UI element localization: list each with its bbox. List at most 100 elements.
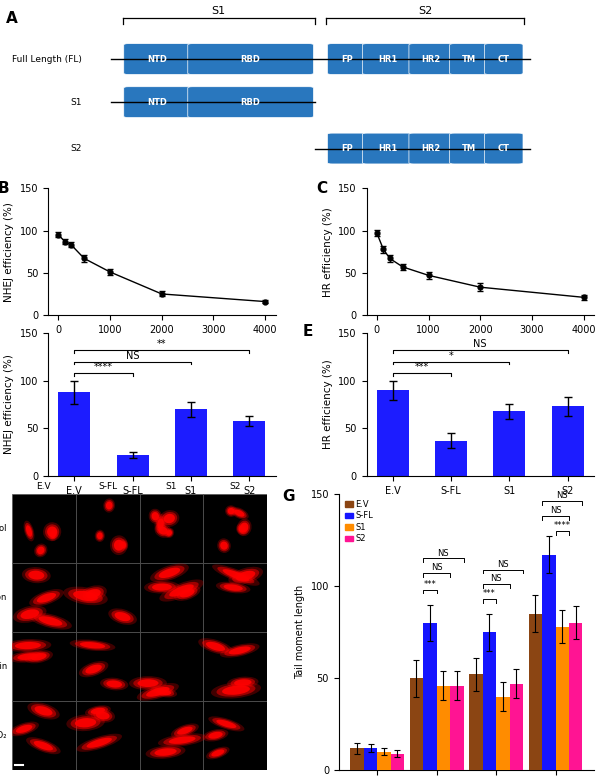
Bar xyxy=(76,701,140,770)
Ellipse shape xyxy=(20,609,39,619)
Ellipse shape xyxy=(103,679,125,689)
FancyBboxPatch shape xyxy=(328,133,366,164)
Text: NS: NS xyxy=(497,559,509,569)
Ellipse shape xyxy=(230,678,255,687)
Ellipse shape xyxy=(152,512,159,520)
Ellipse shape xyxy=(220,643,260,657)
Ellipse shape xyxy=(166,529,173,537)
Ellipse shape xyxy=(106,502,112,510)
Y-axis label: NHEJ efficiency (%): NHEJ efficiency (%) xyxy=(4,355,14,454)
Bar xyxy=(140,563,203,632)
Ellipse shape xyxy=(129,676,167,690)
Ellipse shape xyxy=(45,524,59,539)
Text: B: B xyxy=(0,180,10,196)
Text: RBD: RBD xyxy=(241,54,260,64)
Text: FP: FP xyxy=(341,144,353,153)
Ellipse shape xyxy=(149,509,162,524)
Ellipse shape xyxy=(37,547,44,554)
Text: NS: NS xyxy=(431,563,442,573)
Ellipse shape xyxy=(82,663,105,675)
Ellipse shape xyxy=(80,585,107,602)
Ellipse shape xyxy=(202,640,229,653)
Ellipse shape xyxy=(236,571,255,581)
Ellipse shape xyxy=(152,584,172,591)
Ellipse shape xyxy=(71,717,100,729)
Bar xyxy=(496,696,509,770)
Ellipse shape xyxy=(150,747,181,757)
Text: CT: CT xyxy=(498,54,510,64)
Bar xyxy=(175,409,207,476)
Y-axis label: NHEJ efficiency (%): NHEJ efficiency (%) xyxy=(4,202,14,302)
Ellipse shape xyxy=(16,725,32,733)
Ellipse shape xyxy=(212,564,260,586)
Ellipse shape xyxy=(230,507,249,520)
Ellipse shape xyxy=(86,738,112,748)
Ellipse shape xyxy=(236,524,248,535)
Ellipse shape xyxy=(157,525,170,536)
Ellipse shape xyxy=(238,524,247,534)
Ellipse shape xyxy=(97,532,103,539)
Text: G: G xyxy=(283,489,295,503)
Ellipse shape xyxy=(180,589,194,598)
Ellipse shape xyxy=(85,706,111,717)
X-axis label: S-FL (ng): S-FL (ng) xyxy=(139,340,185,350)
Ellipse shape xyxy=(133,678,163,689)
Ellipse shape xyxy=(73,591,98,601)
Text: HR2: HR2 xyxy=(421,144,440,153)
Ellipse shape xyxy=(217,567,254,584)
Ellipse shape xyxy=(91,708,115,723)
Ellipse shape xyxy=(137,683,179,701)
Ellipse shape xyxy=(112,610,134,623)
Ellipse shape xyxy=(169,736,196,744)
Ellipse shape xyxy=(47,527,57,537)
Text: Control: Control xyxy=(0,524,7,533)
Ellipse shape xyxy=(34,615,67,628)
Ellipse shape xyxy=(17,654,38,660)
Ellipse shape xyxy=(220,583,247,592)
Text: S1: S1 xyxy=(70,97,82,107)
Ellipse shape xyxy=(169,584,194,597)
Ellipse shape xyxy=(28,652,50,662)
Ellipse shape xyxy=(43,522,61,541)
Ellipse shape xyxy=(211,749,224,756)
Bar xyxy=(377,752,391,770)
Ellipse shape xyxy=(70,640,115,651)
Ellipse shape xyxy=(208,732,223,739)
Ellipse shape xyxy=(151,686,177,698)
Bar xyxy=(509,684,523,770)
Bar xyxy=(556,626,569,770)
Ellipse shape xyxy=(29,612,72,629)
Ellipse shape xyxy=(48,528,58,541)
Text: NS: NS xyxy=(126,351,139,361)
Ellipse shape xyxy=(83,587,104,601)
Bar xyxy=(76,494,140,563)
Ellipse shape xyxy=(17,608,43,621)
Ellipse shape xyxy=(110,535,128,555)
Text: NS: NS xyxy=(556,492,568,500)
Ellipse shape xyxy=(209,748,227,758)
Ellipse shape xyxy=(206,747,230,759)
Bar xyxy=(437,685,450,770)
Ellipse shape xyxy=(227,677,259,689)
Text: S1: S1 xyxy=(166,482,177,491)
Bar xyxy=(551,406,584,476)
FancyBboxPatch shape xyxy=(485,133,523,164)
Bar xyxy=(12,701,76,770)
Ellipse shape xyxy=(163,734,201,745)
Ellipse shape xyxy=(177,727,193,734)
Ellipse shape xyxy=(227,508,235,514)
Ellipse shape xyxy=(25,650,53,664)
Ellipse shape xyxy=(240,523,248,532)
Text: HR1: HR1 xyxy=(378,144,397,153)
FancyBboxPatch shape xyxy=(449,44,488,75)
Text: ****: **** xyxy=(554,521,571,530)
Ellipse shape xyxy=(103,499,115,513)
Bar xyxy=(76,563,140,632)
Bar xyxy=(529,614,542,770)
Ellipse shape xyxy=(37,593,56,603)
Ellipse shape xyxy=(154,566,185,580)
Ellipse shape xyxy=(216,582,250,594)
Ellipse shape xyxy=(106,681,122,688)
Ellipse shape xyxy=(224,645,255,656)
Ellipse shape xyxy=(164,582,199,599)
